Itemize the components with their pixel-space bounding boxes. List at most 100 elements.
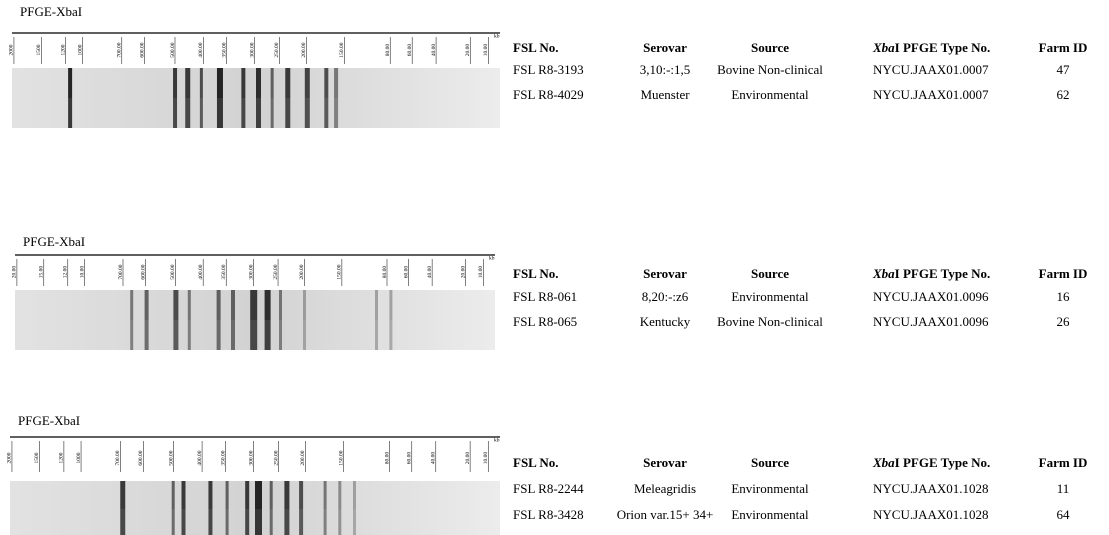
- gel-band: [338, 481, 341, 509]
- gel-band: [271, 68, 274, 98]
- gel-band: [338, 509, 341, 535]
- panel-title: PFGE-XbaI: [20, 4, 82, 19]
- gel-band: [299, 481, 303, 509]
- gel-band: [353, 481, 356, 509]
- scale-label: 1500: [34, 452, 40, 463]
- gel-band: [334, 98, 338, 128]
- gel-band: [256, 98, 261, 128]
- scale-label: 150.00: [338, 450, 344, 465]
- scale-label: 2000: [7, 452, 13, 463]
- header-italic: Xba: [872, 40, 895, 55]
- gel-band: [279, 320, 282, 350]
- table-cell: FSL R8-2244: [513, 481, 584, 496]
- gel-band: [284, 481, 289, 509]
- table-cell: 62: [1057, 87, 1070, 102]
- scale-label: 400.00: [198, 42, 204, 57]
- gel-band: [299, 509, 303, 535]
- gel-band: [120, 481, 125, 509]
- gel-band: [303, 320, 306, 350]
- table-header: Farm ID: [1039, 455, 1088, 470]
- gel-band: [68, 68, 72, 98]
- scale-label: 12.00: [63, 266, 69, 279]
- scale-label: 700.00: [115, 450, 121, 465]
- table-cell: Orion var.15+ 34+: [617, 507, 714, 522]
- table-cell: Environmental: [731, 87, 809, 102]
- panel-title: PFGE-XbaI: [23, 234, 85, 249]
- scale-label: 10.00: [483, 452, 489, 465]
- table-cell: NYCU.JAAX01.0007: [873, 62, 989, 77]
- scale-label: 350.00: [221, 264, 227, 279]
- scale-label: 40.00: [427, 266, 433, 279]
- scale-label: 40.00: [431, 452, 437, 465]
- scale-label: 200.00: [300, 450, 306, 465]
- scale-label: 600.00: [138, 450, 144, 465]
- scale-label: 700.00: [118, 264, 124, 279]
- scale-label: 300.00: [248, 264, 254, 279]
- table-cell: FSL R8-061: [513, 289, 577, 304]
- table-cell: 16: [1057, 289, 1071, 304]
- gel-band: [241, 98, 245, 128]
- gel-band: [324, 98, 328, 128]
- table-cell: Environmental: [731, 481, 809, 496]
- scale-label: 1000: [78, 44, 84, 55]
- scale-label: 1200: [59, 452, 65, 463]
- table-cell: NYCU.JAAX01.1028: [873, 481, 989, 496]
- scale-label: 10.00: [478, 266, 484, 279]
- scale-label: 10.00: [79, 266, 85, 279]
- gel-band: [270, 481, 273, 509]
- table-header: Serovar: [643, 40, 687, 55]
- table-header: XbaI PFGE Type No.: [872, 455, 990, 470]
- table-cell: 64: [1057, 507, 1071, 522]
- scale-label: 300.00: [248, 450, 254, 465]
- scale-label: 500.00: [168, 450, 174, 465]
- gel-band: [389, 290, 392, 320]
- gel-band: [265, 290, 271, 320]
- gel-band: [200, 68, 203, 98]
- gel-band: [188, 290, 191, 320]
- scale-label: 40.00: [431, 44, 437, 57]
- scale-label: 150.00: [337, 264, 343, 279]
- gel-band: [250, 290, 257, 320]
- gel-band: [250, 320, 257, 350]
- gel-band: [271, 98, 274, 128]
- scale-label: 1000: [76, 452, 82, 463]
- gel-band: [241, 68, 245, 98]
- table-header: Serovar: [643, 455, 687, 470]
- scale-label: 20.00: [12, 266, 18, 279]
- table-cell: Environmental: [731, 507, 809, 522]
- gel-band: [120, 509, 125, 535]
- gel-band: [375, 320, 378, 350]
- scale-label: 500.00: [170, 42, 176, 57]
- table-header: FSL No.: [513, 40, 559, 55]
- table-cell: Environmental: [731, 289, 809, 304]
- gel-band: [188, 320, 191, 350]
- scale-label: 80.00: [385, 44, 391, 57]
- header-rest: I PFGE Type No.: [895, 455, 991, 470]
- table-header: FSL No.: [513, 266, 559, 281]
- header-rest: I PFGE Type No.: [895, 40, 991, 55]
- table-cell: 8,20:-:z6: [642, 289, 689, 304]
- gel-band: [285, 98, 290, 128]
- scale-label: 200.00: [301, 42, 307, 57]
- scale-label: 1200: [60, 44, 66, 55]
- gel-band: [130, 320, 133, 350]
- table-header: Farm ID: [1039, 40, 1088, 55]
- table-cell: Meleagridis: [634, 481, 696, 496]
- table-cell: 26: [1057, 314, 1071, 329]
- table-cell: NYCU.JAAX01.0096: [873, 289, 989, 304]
- table-header: XbaI PFGE Type No.: [872, 40, 990, 55]
- table-header: Source: [751, 40, 789, 55]
- gel-band: [130, 290, 133, 320]
- gel-band: [173, 290, 178, 320]
- scale-label: 300.00: [249, 42, 255, 57]
- gel-band: [324, 68, 328, 98]
- scale-unit: kb: [494, 437, 500, 443]
- gel-band: [173, 98, 177, 128]
- scale-label: 500.00: [170, 264, 176, 279]
- scale-label: 20.00: [460, 266, 466, 279]
- gel-band: [173, 68, 177, 98]
- table-cell: FSL R8-065: [513, 314, 577, 329]
- gel-band: [353, 509, 356, 535]
- scale-label: 600.00: [140, 42, 146, 57]
- table-cell: FSL R8-3193: [513, 62, 584, 77]
